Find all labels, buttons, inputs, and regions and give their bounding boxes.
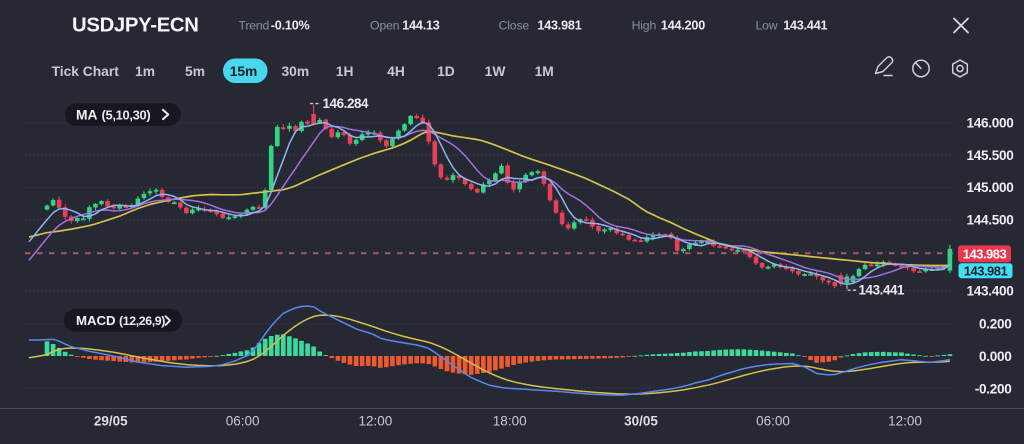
svg-text:143.981: 143.981	[537, 19, 581, 33]
svg-text:0.000: 0.000	[979, 349, 1012, 364]
svg-text:12:00: 12:00	[888, 414, 922, 429]
svg-text:144.500: 144.500	[966, 213, 1013, 228]
svg-text:146.000: 146.000	[966, 116, 1013, 131]
svg-text:144.200: 144.200	[661, 19, 705, 33]
svg-text:145.000: 145.000	[966, 180, 1013, 195]
svg-text:29/05: 29/05	[94, 414, 128, 429]
svg-text:-0.200: -0.200	[975, 382, 1012, 397]
svg-text:MACD: MACD	[76, 313, 116, 328]
svg-text:18:00: 18:00	[493, 414, 527, 429]
svg-text:1M: 1M	[535, 64, 554, 79]
svg-text:1m: 1m	[135, 64, 155, 79]
svg-text:Tick Chart: Tick Chart	[52, 64, 120, 79]
svg-text:Low: Low	[756, 19, 778, 33]
svg-text:30m: 30m	[281, 64, 309, 79]
svg-text:143.400: 143.400	[966, 283, 1013, 298]
svg-text:High: High	[632, 19, 657, 33]
svg-text:USDJPY-ECN: USDJPY-ECN	[72, 15, 199, 37]
svg-text:4H: 4H	[387, 64, 405, 79]
svg-text:144.13: 144.13	[402, 19, 440, 33]
svg-text:1H: 1H	[336, 64, 354, 79]
svg-text:143.981: 143.981	[964, 263, 1008, 278]
svg-text:Trend: Trend	[239, 19, 270, 33]
svg-text:143.983: 143.983	[963, 246, 1007, 261]
svg-text:Close: Close	[499, 19, 530, 33]
svg-text:12:00: 12:00	[359, 414, 393, 429]
svg-text:-0.10%: -0.10%	[271, 19, 310, 33]
svg-text:15m: 15m	[230, 64, 258, 79]
svg-text:146.284: 146.284	[323, 96, 370, 111]
svg-text:Open: Open	[370, 19, 400, 33]
svg-text:(12,26,9): (12,26,9)	[119, 314, 165, 328]
svg-text:143.441: 143.441	[859, 283, 906, 298]
svg-text:MA: MA	[76, 107, 97, 122]
svg-text:1W: 1W	[485, 64, 507, 79]
svg-text:06:00: 06:00	[756, 414, 790, 429]
svg-text:(5,10,30): (5,10,30)	[102, 107, 151, 122]
svg-text:0.200: 0.200	[979, 317, 1012, 332]
svg-text:30/05: 30/05	[624, 414, 658, 429]
svg-text:145.500: 145.500	[966, 148, 1013, 163]
svg-text:143.441: 143.441	[783, 19, 827, 33]
svg-text:06:00: 06:00	[226, 414, 260, 429]
svg-text:5m: 5m	[185, 64, 205, 79]
svg-text:1D: 1D	[437, 64, 455, 79]
